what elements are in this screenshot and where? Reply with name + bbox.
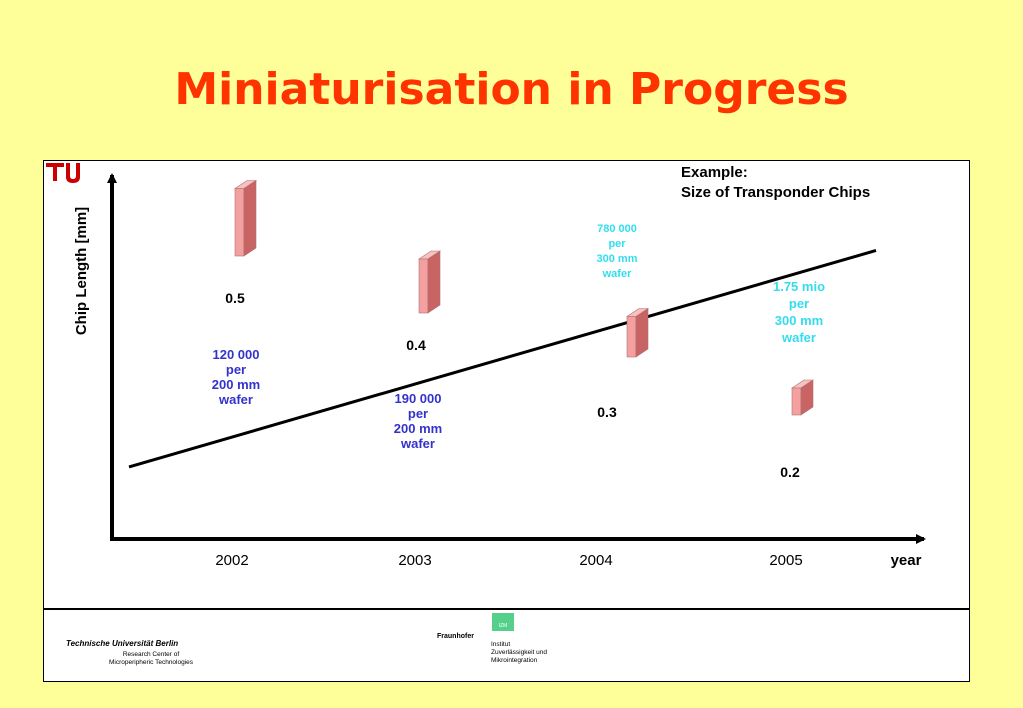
tu-berlin-subtitle: Research Center of Microperipheric Techn… [66, 651, 236, 667]
x-tick-label-2004: 2004 [579, 552, 612, 569]
wafer-note-0-line-3: wafer [218, 392, 253, 407]
chart-svg: Chip Length [mm] year Example: Size of T… [73, 164, 926, 569]
wafer-note-0-line-0: 120 000 [213, 347, 260, 362]
x-tick-label-2002: 2002 [215, 552, 248, 569]
fh-inst-line-2: Zuverlässigkeit und [491, 649, 547, 656]
chip-side-2004 [635, 307, 649, 358]
annotation-line1: Example: [681, 164, 748, 181]
value-label-3: 0.2 [780, 464, 800, 480]
chip-face-2002 [234, 188, 245, 257]
chip-side-2005 [800, 379, 814, 416]
wafer-note-2-line-2: 300 mm [597, 253, 638, 265]
wafer-note-2-line-3: wafer [602, 268, 632, 280]
fraunhofer-name: Fraunhofer [437, 633, 474, 640]
fh-inst-line-1: Institut [491, 641, 511, 648]
chip-face-2004 [626, 316, 637, 358]
annotation-line2: Size of Transponder Chips [681, 184, 870, 201]
wafer-note-1-line-0: 190 000 [395, 391, 442, 406]
chip-side-2002 [243, 179, 257, 257]
chip-face-2003 [418, 258, 429, 314]
value-label-0: 0.5 [225, 290, 245, 306]
wafer-note-1-line-1: per [408, 406, 428, 421]
wafer-note-2-line-1: per [608, 238, 626, 250]
wafer-note-3-line-2: 300 mm [775, 313, 823, 328]
chip-side-2003 [427, 250, 441, 314]
chip-face-2005 [791, 387, 802, 416]
x-tick-label-2005: 2005 [769, 552, 802, 569]
wafer-note-2-line-0: 780 000 [597, 223, 637, 235]
tu-berlin-name: Technische Universität Berlin [66, 639, 179, 648]
chart-panel: Chip Length [mm] year Example: Size of T… [43, 160, 970, 682]
slide-title: Miniaturisation in Progress [174, 64, 849, 115]
fraunhofer-logo: IZM [492, 613, 514, 631]
value-label-2: 0.3 [597, 404, 617, 420]
wafer-note-0-line-2: 200 mm [212, 377, 260, 392]
trend-line [128, 249, 877, 469]
tu-sub-line-2: Microperipheric Technologies [108, 659, 194, 666]
x-axis-label: year [891, 552, 922, 569]
tu-berlin-logo [46, 163, 80, 183]
wafer-note-3-line-1: per [789, 296, 809, 311]
y-axis-label: Chip Length [mm] [73, 207, 90, 335]
wafer-note-3-line-0: 1.75 mio [773, 279, 825, 294]
footer-divider [44, 608, 969, 610]
tu-sub-line-1: Research Center of [122, 651, 180, 658]
wafer-note-0-line-1: per [226, 362, 246, 377]
value-label-1: 0.4 [406, 337, 426, 353]
wafer-note-1-line-2: 200 mm [394, 421, 442, 436]
fh-inst-line-3: Mikrointegration [491, 657, 538, 664]
fraunhofer-institute: Institut Zuverlässigkeit und Mikrointegr… [491, 641, 601, 665]
wafer-note-3-line-3: wafer [781, 330, 816, 345]
x-tick-label-2003: 2003 [398, 552, 431, 569]
wafer-note-1-line-3: wafer [400, 436, 435, 451]
